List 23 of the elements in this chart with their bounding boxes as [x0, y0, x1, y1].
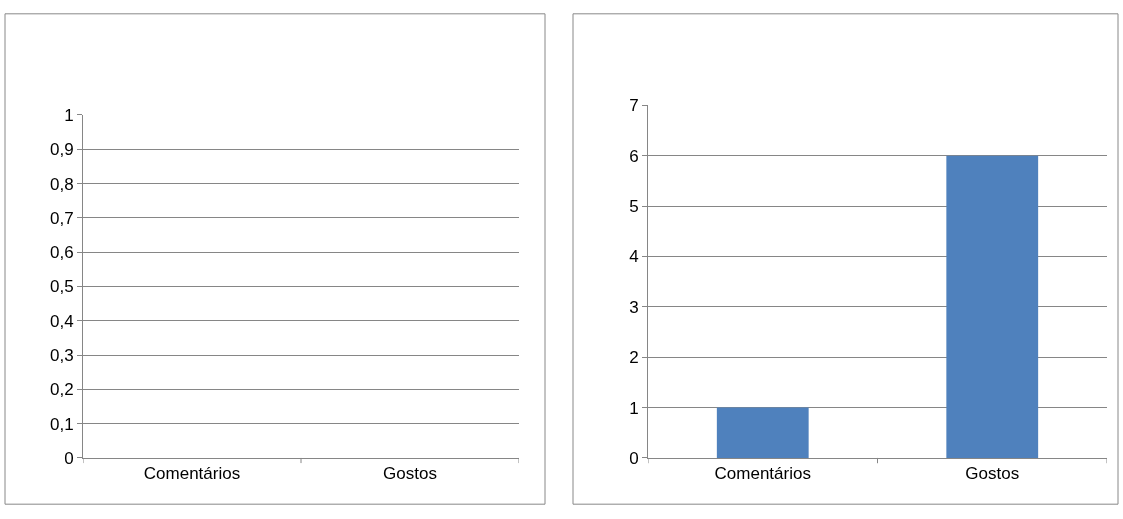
y-tick-label: 0,2 [49, 380, 74, 400]
y-tick-label: 0,7 [49, 208, 74, 228]
y-tick-label: 3 [629, 297, 639, 317]
y-tick-label: 2 [629, 348, 639, 368]
x-tick-label: Comentários [143, 464, 241, 484]
y-tick-label: 0,3 [49, 346, 74, 365]
y-tick-label: 0,9 [49, 140, 74, 160]
y-tick-label: 0,4 [49, 311, 74, 331]
y-tick-label: 1 [64, 105, 74, 125]
x-tick-label: Comentários [714, 464, 811, 484]
y-tick-label: 1 [629, 398, 639, 418]
y-tick-label: 0,1 [49, 414, 74, 434]
y-tick-label: 0,8 [49, 174, 74, 194]
y-tick-label: 7 [629, 96, 639, 116]
y-tick-label: 0 [64, 448, 74, 468]
y-tick-label: 0,6 [49, 243, 74, 263]
y-tick-label: 0 [629, 448, 639, 468]
y-tick-label: 0,5 [49, 277, 74, 297]
x-tick-label: Gostos [965, 464, 1020, 484]
y-tick-label: 4 [629, 247, 639, 267]
x-tick-label: Gostos [383, 464, 437, 484]
y-tick-label: 5 [629, 197, 639, 217]
y-tick-label: 6 [629, 146, 639, 166]
